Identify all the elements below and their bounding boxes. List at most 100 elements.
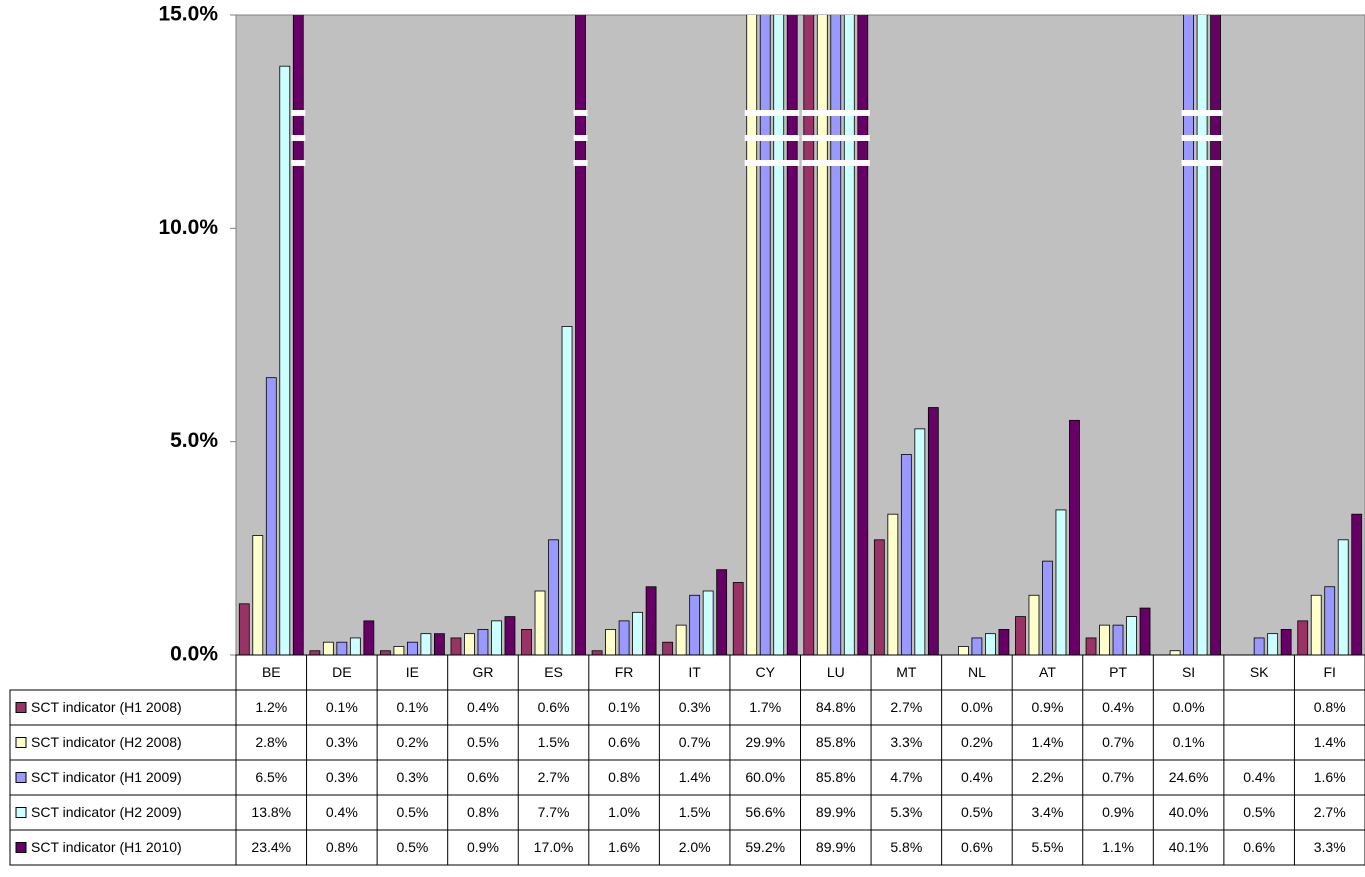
data-label: 59.2% (745, 839, 785, 855)
bar (1085, 637, 1097, 655)
data-label: 0.7% (1102, 734, 1134, 750)
bar (534, 590, 546, 655)
bar (1351, 513, 1363, 655)
bar (1139, 607, 1151, 655)
data-label: 6.5% (255, 769, 287, 785)
bar (746, 15, 758, 655)
bar (1069, 419, 1080, 655)
x-tick-label: MT (896, 664, 917, 680)
y-tick-label: 5.0% (170, 429, 218, 452)
axis-break (758, 160, 773, 166)
data-label: 0.7% (1102, 769, 1134, 785)
bar (998, 629, 1010, 655)
axis-break (828, 110, 843, 116)
legend-swatch (15, 702, 27, 713)
axis-break (291, 135, 306, 141)
data-label: 1.4% (1032, 734, 1064, 750)
bar (561, 326, 573, 655)
x-tick-label: IE (406, 664, 419, 680)
bar (450, 637, 462, 655)
data-label: 0.6% (1243, 839, 1275, 855)
bar (1337, 539, 1349, 655)
data-label: 1.1% (1102, 839, 1134, 855)
bar (1297, 620, 1309, 655)
bar (1126, 616, 1137, 655)
axis-break (291, 110, 306, 116)
bar (1055, 509, 1067, 655)
bar (575, 15, 586, 655)
bar (773, 15, 785, 655)
bar (464, 633, 475, 655)
x-tick-label: SI (1182, 664, 1195, 680)
axis-break (801, 160, 816, 166)
bar (265, 377, 277, 655)
bar (1267, 633, 1279, 655)
bar (420, 633, 432, 655)
legend-swatch (15, 842, 27, 853)
data-label: 84.8% (816, 699, 856, 715)
axis-break (1208, 110, 1223, 116)
data-label: 3.4% (1032, 804, 1064, 820)
data-label: 0.1% (326, 699, 358, 715)
data-label: 85.8% (816, 734, 856, 750)
axis-break (573, 160, 588, 166)
bar (816, 15, 828, 655)
data-label: 0.3% (396, 769, 428, 785)
axis-break (855, 110, 870, 116)
data-label: 0.1% (608, 699, 640, 715)
data-label: 0.3% (326, 769, 358, 785)
legend-swatch (15, 807, 27, 818)
x-tick-label: IT (688, 664, 701, 680)
axis-break (785, 110, 800, 116)
axis-break (842, 110, 857, 116)
data-label: 0.8% (1314, 699, 1346, 715)
x-tick-label: GR (472, 664, 493, 680)
axis-break (828, 135, 843, 141)
data-label: 4.7% (890, 769, 922, 785)
bar (759, 15, 771, 655)
legend-label: SCT indicator (H1 2010) (31, 839, 182, 855)
data-label: 0.4% (1102, 699, 1134, 715)
data-label: 1.5% (538, 734, 570, 750)
bar (702, 590, 714, 655)
data-label: 1.6% (608, 839, 640, 855)
data-label: 2.0% (679, 839, 711, 855)
data-label: 0.7% (679, 734, 711, 750)
data-label: 5.8% (890, 839, 922, 855)
axis-break (573, 135, 588, 141)
bar (322, 641, 334, 655)
bar (407, 641, 418, 655)
data-label: 0.1% (1173, 734, 1205, 750)
legend-swatch (15, 772, 27, 783)
data-label: 0.9% (467, 839, 499, 855)
bar (675, 624, 687, 655)
x-tick-label: CY (755, 664, 775, 680)
bar (803, 15, 815, 655)
bar (843, 15, 855, 655)
data-label: 1.6% (1314, 769, 1346, 785)
bar (914, 428, 926, 655)
data-label: 0.4% (961, 769, 993, 785)
axis-break (744, 135, 759, 141)
bar (900, 454, 912, 655)
data-label: 0.3% (326, 734, 358, 750)
x-tick-label: DE (332, 664, 351, 680)
bar (521, 629, 532, 655)
bar (491, 620, 502, 655)
data-label: 5.3% (890, 804, 922, 820)
x-tick-label: BE (262, 664, 281, 680)
data-label: 13.8% (251, 804, 291, 820)
axis-break (828, 160, 843, 166)
data-label: 0.5% (396, 839, 428, 855)
axis-break (1195, 160, 1210, 166)
bar (1183, 15, 1194, 655)
axis-break (815, 160, 830, 166)
bar (732, 582, 744, 655)
data-label: 2.2% (1032, 769, 1064, 785)
data-label: 5.5% (1032, 839, 1064, 855)
axis-break (785, 160, 800, 166)
data-label: 17.0% (534, 839, 574, 855)
bar (434, 633, 445, 655)
data-label: 7.7% (538, 804, 570, 820)
data-label: 0.2% (396, 734, 428, 750)
